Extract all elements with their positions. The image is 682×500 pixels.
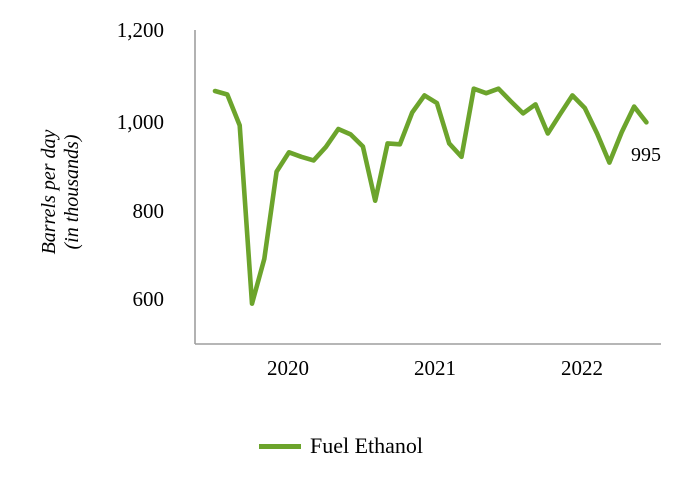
y-tick-label-600: 600 <box>132 287 165 311</box>
legend-line-swatch-icon <box>258 443 301 449</box>
x-tick-label-2022: 2022 <box>561 356 603 380</box>
fuel-ethanol-series-line <box>212 86 649 307</box>
x-tick-label-2021: 2021 <box>414 356 456 380</box>
y-tick-label-1200: 1,200 <box>116 18 164 42</box>
y-tick-label-800: 800 <box>132 199 165 223</box>
x-tick-label-2020: 2020 <box>267 356 309 380</box>
legend: Fuel Ethanol <box>0 433 682 459</box>
y-tick-label-1000: 1,000 <box>116 110 164 134</box>
legend-label: Fuel Ethanol <box>309 433 424 458</box>
last-point-value-label: 995 <box>631 144 661 166</box>
